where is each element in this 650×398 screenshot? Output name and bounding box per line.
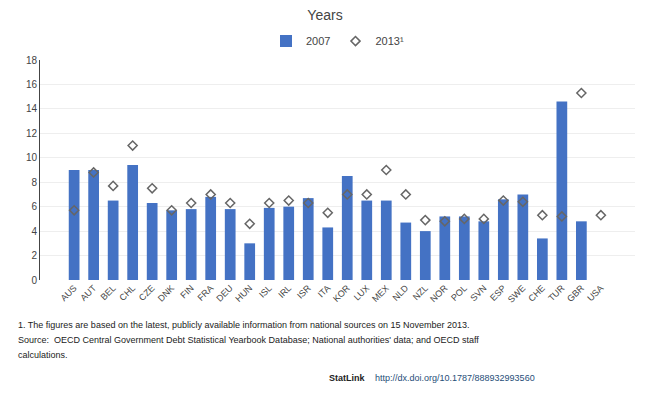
svg-text:1. The figures are based on th: 1. The figures are based on the latest, … <box>18 320 470 330</box>
svg-text:NZL: NZL <box>411 283 430 302</box>
svg-text:KOR: KOR <box>331 283 352 304</box>
svg-text:TUR: TUR <box>546 283 567 304</box>
svg-text:CZE: CZE <box>137 283 157 303</box>
svg-text:ITA: ITA <box>316 283 333 300</box>
svg-text:2: 2 <box>31 250 37 261</box>
svg-text:8: 8 <box>31 177 37 188</box>
svg-text:16: 16 <box>26 79 38 90</box>
svg-text:ESP: ESP <box>488 283 508 303</box>
svg-text:USA: USA <box>585 283 605 303</box>
svg-text:Years: Years <box>307 7 342 23</box>
svg-text:DEU: DEU <box>214 283 235 304</box>
svg-text:2013¹: 2013¹ <box>375 35 403 47</box>
svg-text:NOR: NOR <box>428 283 450 305</box>
svg-text:ISL: ISL <box>257 283 274 300</box>
svg-text:14: 14 <box>26 103 38 114</box>
svg-text:IRL: IRL <box>276 283 293 300</box>
svg-text:ISR: ISR <box>295 283 313 301</box>
svg-text:MEX: MEX <box>370 283 391 304</box>
svg-text:GBR: GBR <box>565 283 586 304</box>
svg-text:LUX: LUX <box>352 283 371 302</box>
svg-text:18: 18 <box>26 55 38 66</box>
svg-text:HUN: HUN <box>233 283 254 304</box>
svg-text:2007: 2007 <box>306 35 330 47</box>
svg-text:calculations.: calculations. <box>18 350 68 360</box>
svg-text:StatLink: StatLink <box>329 373 365 383</box>
svg-text:CHL: CHL <box>117 283 137 303</box>
svg-text:AUS: AUS <box>59 283 79 303</box>
svg-text:SWE: SWE <box>506 283 528 305</box>
svg-text:12: 12 <box>26 128 38 139</box>
svg-text:DNK: DNK <box>156 283 177 304</box>
svg-text:4: 4 <box>31 226 37 237</box>
svg-text:6: 6 <box>31 201 37 212</box>
svg-text:Source: OECD Central Governme: Source: OECD Central Government Debt Sta… <box>18 335 479 345</box>
svg-text:http://dx.doi.org/10.1787/8889: http://dx.doi.org/10.1787/888932993560 <box>375 373 535 383</box>
svg-text:SVN: SVN <box>468 283 488 303</box>
svg-text:FRA: FRA <box>195 283 215 303</box>
svg-text:0: 0 <box>31 275 37 286</box>
svg-text:10: 10 <box>26 152 38 163</box>
svg-text:AUT: AUT <box>78 283 98 303</box>
svg-text:BEL: BEL <box>99 283 118 302</box>
svg-text:POL: POL <box>449 283 469 303</box>
svg-text:FIN: FIN <box>178 283 195 300</box>
svg-text:CHE: CHE <box>526 283 547 304</box>
svg-text:NLD: NLD <box>391 283 411 303</box>
